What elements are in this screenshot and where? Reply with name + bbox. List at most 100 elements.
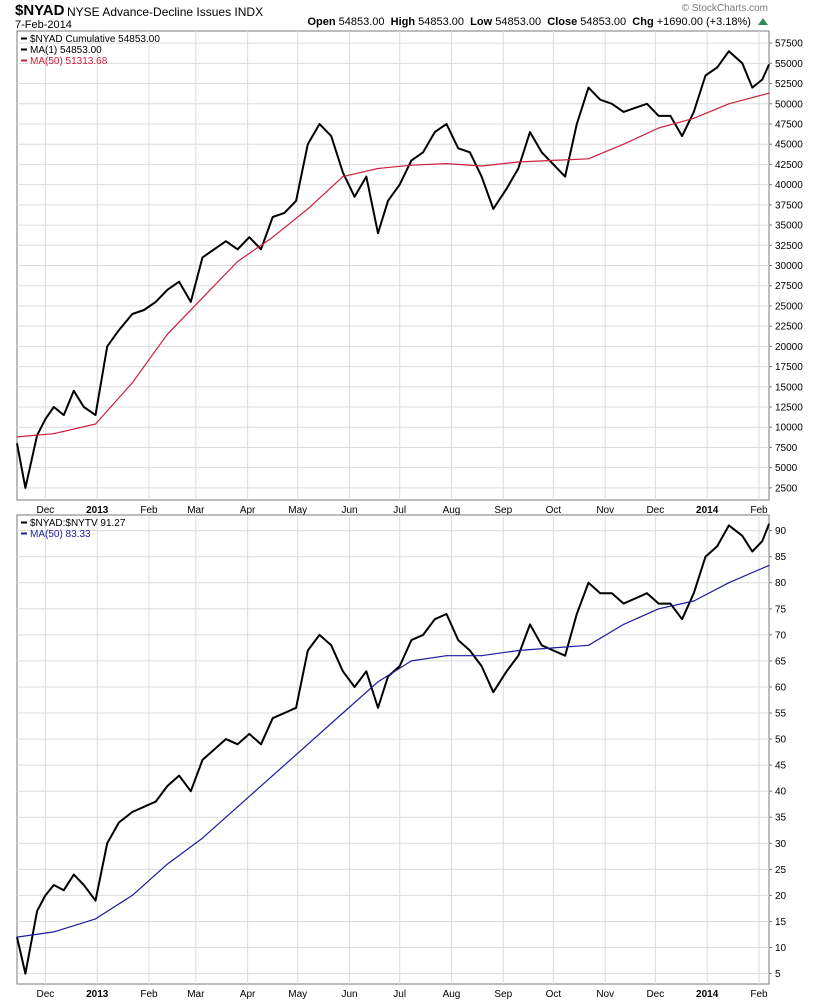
price-point <box>190 301 192 303</box>
price-point <box>506 670 508 672</box>
price-point <box>529 623 531 626</box>
legend-entry: $NYAD Cumulative 54853.00 <box>30 34 160 45</box>
ma50-point <box>272 774 274 777</box>
ma50-point <box>53 433 55 435</box>
price-point <box>283 212 285 214</box>
price-point <box>704 74 707 77</box>
y-tick-label: 35 <box>775 813 787 824</box>
price-point <box>365 175 367 178</box>
price-point <box>190 790 192 792</box>
price-point <box>44 894 47 897</box>
price-point <box>587 582 590 584</box>
ma50-point <box>728 103 730 105</box>
y-tick-label: 90 <box>775 526 787 537</box>
y-tick-label: 45000 <box>775 140 803 151</box>
price-point <box>201 256 204 259</box>
open-label: Open <box>307 16 336 28</box>
y-tick-label: 45 <box>775 761 787 772</box>
price-point <box>377 707 379 709</box>
y-tick-label: 75 <box>775 604 787 615</box>
price-point <box>236 743 239 745</box>
ma50-point <box>16 436 18 438</box>
legend-entry: MA(50) 83.33 <box>30 529 91 540</box>
price-point <box>599 99 601 101</box>
ma50-point <box>517 649 519 652</box>
price-point <box>106 345 108 347</box>
legend-entry: MA(1) 54853.00 <box>30 45 102 56</box>
y-tick-label: 20000 <box>775 342 803 353</box>
price-point <box>131 313 133 315</box>
price-point <box>669 115 672 117</box>
price-point <box>342 171 344 174</box>
price-point <box>445 613 448 615</box>
ma50-point <box>131 894 133 897</box>
price-point <box>283 712 285 714</box>
x-tick-label: Mar <box>187 505 205 516</box>
price-point <box>178 281 180 283</box>
ma50-point <box>658 127 660 129</box>
price-point <box>646 592 648 594</box>
ma50-point <box>94 918 97 920</box>
x-tick-label: May <box>288 505 307 516</box>
price-point <box>457 147 459 149</box>
x-tick-label: Oct <box>546 989 562 1000</box>
ma50-point <box>587 158 590 160</box>
ma50-point <box>623 143 625 145</box>
price-point <box>44 418 47 420</box>
x-tick-label: May <box>288 989 307 1000</box>
price-point <box>83 406 85 408</box>
price-point <box>646 103 648 105</box>
price-point <box>552 649 555 652</box>
price-point <box>318 634 321 636</box>
price-point <box>387 200 389 202</box>
y-tick-label: 37500 <box>775 200 803 211</box>
y-tick-label: 2500 <box>775 483 798 494</box>
price-point <box>445 123 448 125</box>
ma50-point <box>236 806 239 808</box>
price-point <box>506 188 508 190</box>
price-point <box>681 135 683 137</box>
y-tick-label: 70 <box>775 630 787 641</box>
high-label: High <box>390 16 416 28</box>
price-point <box>213 248 215 250</box>
price-point <box>318 123 321 125</box>
x-tick-label: Nov <box>596 505 614 516</box>
x-tick-label: Apr <box>240 989 256 1000</box>
ma50-point <box>552 159 555 161</box>
price-point <box>611 103 613 105</box>
y-tick-label: 10 <box>775 943 787 954</box>
price-point <box>693 592 695 594</box>
y-tick-label: 60 <box>775 682 787 693</box>
ma50-point <box>377 167 379 170</box>
price-point <box>272 216 274 218</box>
price-point <box>53 406 55 408</box>
ma50-point <box>480 165 483 167</box>
price-point <box>213 748 215 751</box>
price-point <box>118 821 120 824</box>
price-point <box>377 232 379 234</box>
price-point <box>94 414 97 416</box>
price-point <box>342 670 344 672</box>
price-point <box>517 167 519 170</box>
y-tick-label: 47500 <box>775 119 803 130</box>
bottom-panel-chart: Dec 2013 Feb Mar Apr May Jun Jul Aug Sep Oct Nov Dec… <box>16 514 787 1000</box>
ma50-point <box>768 564 770 566</box>
x-tick-label: Apr <box>240 505 256 516</box>
price-point <box>63 414 65 416</box>
chg-label: Chg <box>632 16 654 28</box>
y-tick-label: 85 <box>775 552 787 563</box>
price-point <box>330 644 332 646</box>
price-point <box>422 634 424 636</box>
price-point <box>564 655 566 657</box>
y-tick-label: 15 <box>775 917 787 928</box>
price-point <box>728 50 730 52</box>
y-tick-label: 57500 <box>775 39 803 50</box>
y-tick-label: 27500 <box>775 281 803 292</box>
x-tick-label: 2014 <box>696 989 719 1000</box>
ma50-point <box>131 382 133 384</box>
ma50-point <box>53 931 55 933</box>
price-point <box>716 66 718 68</box>
up-arrow-icon <box>758 18 768 25</box>
y-tick-label: 5 <box>775 969 781 980</box>
open-value: 54853.00 <box>338 16 385 28</box>
